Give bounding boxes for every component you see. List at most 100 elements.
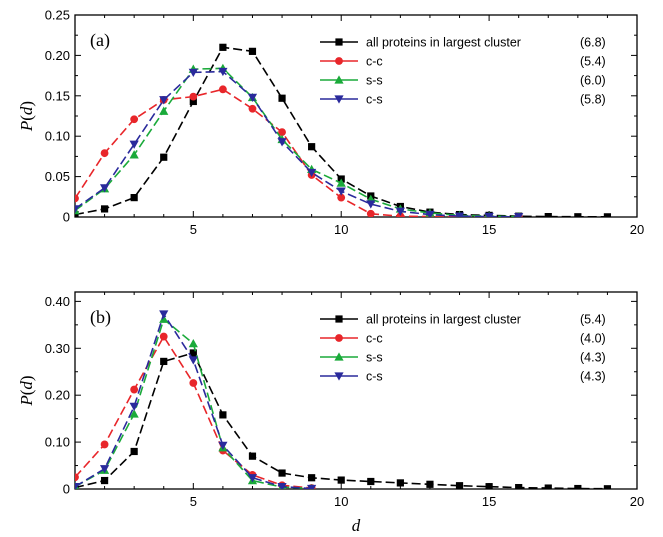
data-point bbox=[129, 150, 139, 159]
y-axis-label: P(d) bbox=[17, 375, 36, 406]
legend-marker bbox=[334, 372, 344, 381]
legend-label: c-s bbox=[366, 93, 383, 107]
data-point bbox=[100, 476, 109, 485]
legend: all proteins in largest cluster (6.8) c-c (… bbox=[320, 36, 606, 107]
data-point bbox=[367, 477, 375, 486]
data-point bbox=[75, 473, 79, 482]
data-point bbox=[99, 184, 110, 193]
data-point bbox=[514, 213, 524, 217]
data-point bbox=[337, 193, 346, 202]
data-point bbox=[248, 452, 257, 460]
x-tick-label: 15 bbox=[482, 494, 496, 509]
y-tick-label: 0.40 bbox=[45, 294, 70, 309]
data-point bbox=[278, 469, 286, 477]
x-tick-label: 10 bbox=[334, 222, 348, 237]
data-point bbox=[189, 379, 198, 387]
data-point bbox=[100, 205, 109, 213]
data-point bbox=[159, 106, 169, 115]
data-point bbox=[278, 94, 286, 102]
legend-value: (4.3) bbox=[580, 370, 606, 384]
y-tick-label: 0.05 bbox=[45, 169, 70, 184]
data-point bbox=[603, 485, 612, 489]
data-point bbox=[544, 484, 552, 489]
legend-marker bbox=[334, 75, 344, 84]
data-point bbox=[159, 314, 169, 323]
series-line-1 bbox=[75, 88, 519, 217]
data-point bbox=[336, 178, 346, 187]
legend-marker bbox=[335, 334, 343, 342]
legend-label: all proteins in largest cluster bbox=[366, 313, 521, 327]
series-line-3 bbox=[75, 70, 519, 217]
data-point bbox=[100, 440, 109, 449]
legend-marker bbox=[335, 315, 343, 323]
x-axis-label: d bbox=[352, 516, 361, 535]
data-point bbox=[218, 441, 228, 450]
legend-label: s-s bbox=[366, 351, 383, 365]
plot-data bbox=[75, 310, 612, 489]
legend-label: c-s bbox=[366, 370, 383, 384]
legend-label: all proteins in largest cluster bbox=[366, 36, 521, 50]
data-point bbox=[159, 310, 169, 319]
data-point bbox=[366, 209, 375, 217]
data-point bbox=[484, 212, 494, 217]
data-point bbox=[189, 349, 197, 357]
data-point bbox=[188, 68, 198, 77]
y-tick-label: 0 bbox=[63, 482, 70, 497]
legend: all proteins in largest cluster (5.4) c-c (… bbox=[320, 313, 606, 384]
legend-label: s-s bbox=[366, 74, 383, 88]
data-point bbox=[485, 483, 493, 489]
panel-b: 5 10 15 20 0 0.10 0.20 0.30 0.40 P(d) d (b) all prot… bbox=[17, 291, 644, 535]
data-point bbox=[307, 484, 317, 489]
legend-label: c-c bbox=[366, 55, 383, 69]
data-point bbox=[455, 482, 464, 489]
data-point bbox=[574, 213, 582, 217]
y-tick-label: 0.10 bbox=[45, 435, 70, 450]
data-point bbox=[218, 85, 227, 94]
legend-value: (6.0) bbox=[580, 74, 606, 88]
y-tick-label: 0 bbox=[63, 210, 70, 225]
legend-marker bbox=[334, 95, 344, 104]
x-tick-label: 20 bbox=[630, 222, 644, 237]
panel-label: (b) bbox=[90, 307, 111, 328]
x-tick-label: 20 bbox=[630, 494, 644, 509]
series-line-2 bbox=[75, 67, 519, 217]
data-point bbox=[130, 385, 139, 394]
data-point bbox=[129, 409, 139, 418]
data-point bbox=[396, 479, 404, 487]
legend-value: (5.4) bbox=[580, 313, 606, 327]
data-point bbox=[130, 447, 138, 456]
y-tick-label: 0.20 bbox=[45, 388, 70, 403]
data-point bbox=[277, 482, 287, 489]
plot-frame bbox=[74, 14, 638, 218]
data-point bbox=[277, 138, 287, 147]
data-point bbox=[544, 212, 552, 217]
data-point bbox=[366, 200, 376, 209]
x-tick-label: 5 bbox=[190, 222, 197, 237]
data-point bbox=[454, 212, 465, 217]
legend-marker bbox=[335, 57, 343, 65]
data-point bbox=[336, 187, 346, 196]
data-point bbox=[160, 153, 168, 161]
data-point bbox=[100, 149, 109, 158]
data-point bbox=[248, 47, 257, 55]
data-point bbox=[574, 484, 582, 489]
legend-value: (5.8) bbox=[580, 93, 606, 107]
data-point bbox=[159, 332, 168, 341]
data-point bbox=[426, 480, 434, 488]
data-point bbox=[160, 357, 168, 366]
data-point bbox=[515, 483, 523, 489]
data-point bbox=[278, 128, 286, 137]
data-point bbox=[188, 356, 198, 365]
data-point bbox=[395, 207, 405, 216]
x-tick-label: 5 bbox=[190, 494, 197, 509]
data-point bbox=[219, 411, 227, 419]
x-tick-label: 15 bbox=[482, 222, 496, 237]
data-point bbox=[603, 213, 612, 217]
plot-data bbox=[75, 43, 612, 217]
data-point bbox=[425, 210, 435, 217]
y-tick-label: 0.10 bbox=[45, 129, 70, 144]
data-point bbox=[75, 482, 80, 489]
panel-a: 5 10 15 20 0 0.05 0.10 0.15 0.20 0.25 P(d) (a) all p… bbox=[17, 8, 644, 238]
